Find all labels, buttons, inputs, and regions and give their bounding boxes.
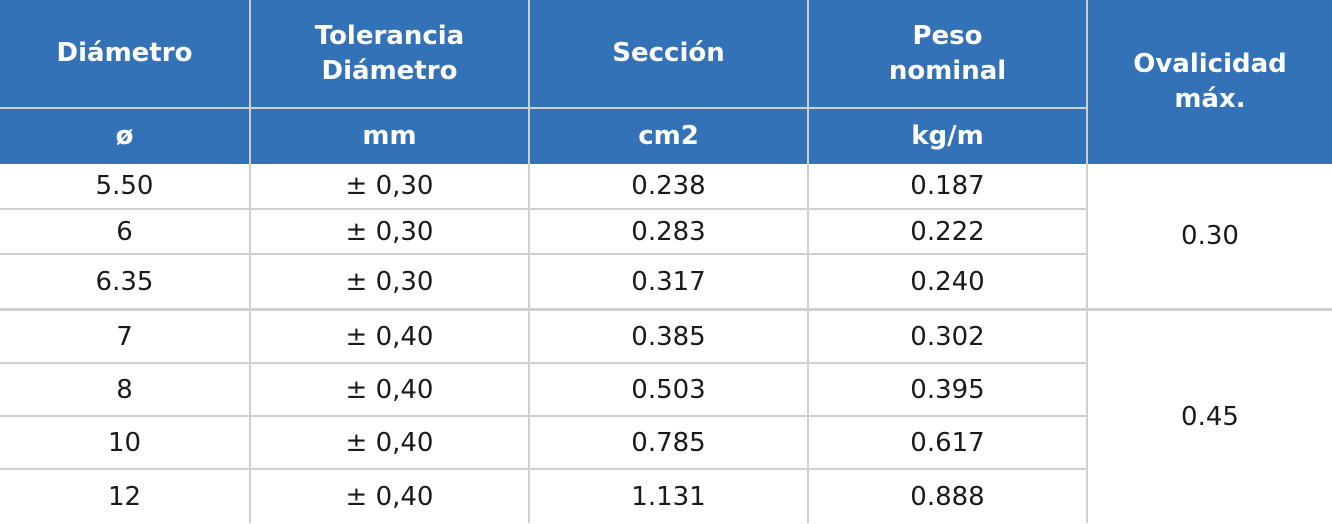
- cell-tolerancia: ± 0,40: [250, 309, 530, 364]
- unit-tolerancia: mm: [250, 108, 530, 164]
- cell-seccion: 0.503: [529, 363, 809, 417]
- unit-peso: kg/m: [808, 108, 1088, 164]
- cell-tolerancia: ± 0,40: [250, 416, 530, 470]
- cell-diametro: 5.50: [0, 164, 251, 210]
- cell-ovalicidad-group-1: 0.30: [1087, 164, 1332, 311]
- header-ovalicidad-line1: Ovalicidad: [1133, 49, 1287, 79]
- table-row: 12 ± 0,40 1.131 0.888: [0, 469, 1332, 523]
- table-body: 5.50 ± 0,30 0.238 0.187 0.30 6 ± 0,30 0.…: [0, 164, 1332, 523]
- header-tolerancia: Tolerancia Diámetro: [250, 0, 530, 109]
- cell-peso: 0.187: [808, 164, 1088, 210]
- cell-tolerancia: ± 0,30: [250, 209, 530, 255]
- table-row: 8 ± 0,40 0.503 0.395: [0, 363, 1332, 417]
- cell-peso: 0.240: [808, 254, 1088, 311]
- cell-diametro: 12: [0, 469, 251, 523]
- cell-peso: 0.888: [808, 469, 1088, 523]
- header-row-units: ø mm cm2 kg/m: [0, 108, 1332, 164]
- cell-seccion: 0.238: [529, 164, 809, 210]
- header-ovalicidad: Ovalicidad máx.: [1087, 0, 1332, 164]
- cell-diametro: 6.35: [0, 254, 251, 311]
- cell-tolerancia: ± 0,30: [250, 254, 530, 311]
- table-row: 5.50 ± 0,30 0.238 0.187 0.30: [0, 164, 1332, 311]
- header-row-titles: Diámetro Tolerancia Diámetro Sección Pes…: [0, 0, 1332, 164]
- cell-diametro: 10: [0, 416, 251, 470]
- header-peso: Peso nominal: [808, 0, 1088, 109]
- unit-diametro: ø: [0, 108, 251, 164]
- table-row: 6 ± 0,30 0.283 0.222: [0, 209, 1332, 255]
- cell-seccion: 0.785: [529, 416, 809, 470]
- cell-peso: 0.395: [808, 363, 1088, 417]
- table-row: 10 ± 0,40 0.785 0.617: [0, 416, 1332, 470]
- table-row: 6.35 ± 0,30 0.317 0.240: [0, 254, 1332, 311]
- cell-tolerancia: ± 0,40: [250, 469, 530, 523]
- header-diametro: Diámetro: [0, 0, 251, 109]
- cell-ovalicidad-group-2: 0.45: [1181, 402, 1239, 432]
- header-seccion: Sección: [529, 0, 809, 109]
- cell-diametro: 6: [0, 209, 251, 255]
- cell-diametro: 7: [0, 309, 251, 364]
- cell-tolerancia: ± 0,40: [250, 363, 530, 417]
- unit-seccion: cm2: [529, 108, 809, 164]
- cell-seccion: 1.131: [529, 469, 809, 523]
- cell-seccion: 0.317: [529, 254, 809, 311]
- header-tolerancia-line1: Tolerancia: [314, 20, 465, 51]
- cell-diametro: 8: [0, 363, 251, 417]
- cell-seccion: 0.283: [529, 209, 809, 255]
- header-diametro-label: Diámetro: [56, 38, 193, 68]
- cell-seccion: 0.385: [529, 309, 809, 364]
- table-row: 7 ± 0,40 0.385 0.302 0.45: [0, 309, 1332, 432]
- header-peso-line1: Peso: [912, 20, 983, 51]
- header-tolerancia-line2: Diámetro: [321, 55, 458, 86]
- cell-tolerancia: ± 0,30: [250, 164, 530, 210]
- header-seccion-label: Sección: [612, 38, 725, 68]
- header-peso-line2: nominal: [888, 55, 1007, 86]
- table-header: Diámetro Tolerancia Diámetro Sección Pes…: [0, 0, 1332, 164]
- cell-peso: 0.222: [808, 209, 1088, 255]
- header-ovalicidad-line2: máx.: [1174, 84, 1246, 114]
- cell-peso: 0.302: [808, 309, 1088, 364]
- cell-peso: 0.617: [808, 416, 1088, 470]
